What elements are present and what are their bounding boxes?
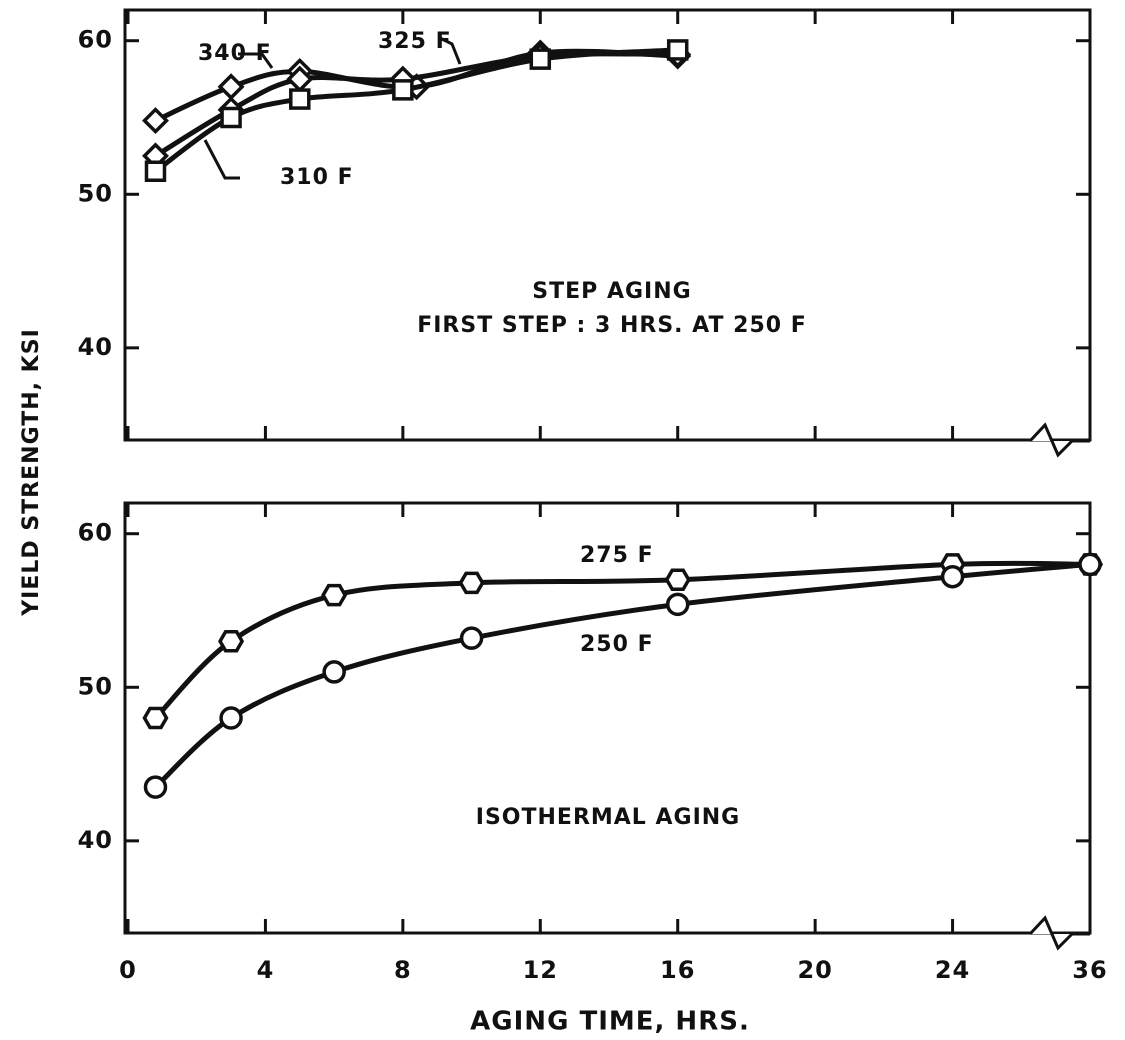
y-axis-label: YIELD STRENGTH, KSI [19, 328, 44, 617]
marker [459, 626, 484, 650]
y-tick-label: 40 [78, 333, 113, 361]
series-label: 325 F [378, 29, 452, 54]
marker [144, 160, 167, 182]
marker [529, 48, 552, 70]
top-panel-frame [123, 8, 1092, 442]
annotation: STEP AGING [532, 279, 691, 304]
y-tick-label: 60 [78, 519, 113, 547]
series-label: 310 F [280, 165, 354, 190]
marker [217, 73, 245, 101]
marker [664, 568, 691, 592]
marker [940, 564, 965, 589]
marker [321, 583, 348, 607]
x-tick-label: 24 [935, 956, 970, 984]
annotation: ISOTHERMAL AGING [476, 805, 740, 830]
marker [142, 107, 169, 135]
marker [458, 571, 485, 595]
axis-break [1028, 915, 1090, 951]
leader-line [203, 36, 462, 180]
y-tick-label: 50 [78, 672, 113, 700]
marker [289, 88, 311, 110]
y-tick-label: 60 [78, 26, 113, 54]
annotation: FIRST STEP : 3 HRS. AT 250 F [417, 313, 807, 338]
series-line [153, 561, 1091, 789]
series-label: 250 F [580, 632, 654, 657]
x-axis-label: AGING TIME, HRS. [470, 1007, 750, 1037]
x-tick-label: 16 [660, 956, 695, 984]
series-label: 340 F [198, 41, 272, 66]
marker [220, 106, 242, 129]
marker [322, 660, 346, 684]
marker [218, 629, 245, 653]
series-label: 275 F [580, 543, 654, 568]
y-tick-label: 40 [78, 826, 113, 854]
x-tick-label: 12 [523, 956, 558, 984]
y-tick-label: 50 [78, 179, 113, 207]
marker [142, 706, 169, 730]
bottom-panel-frame [123, 501, 1092, 935]
marker [392, 79, 414, 101]
marker [665, 592, 690, 617]
x-tick-label: 0 [119, 956, 137, 984]
x-tick-label: 8 [394, 956, 412, 984]
x-tick-label: 36 [1072, 956, 1107, 984]
marker [219, 706, 243, 730]
x-tick-label: 20 [797, 956, 832, 984]
marker [1078, 552, 1102, 577]
axis-break [1028, 422, 1090, 458]
marker [143, 775, 168, 799]
marker [666, 39, 689, 61]
x-tick-label: 4 [257, 956, 275, 984]
